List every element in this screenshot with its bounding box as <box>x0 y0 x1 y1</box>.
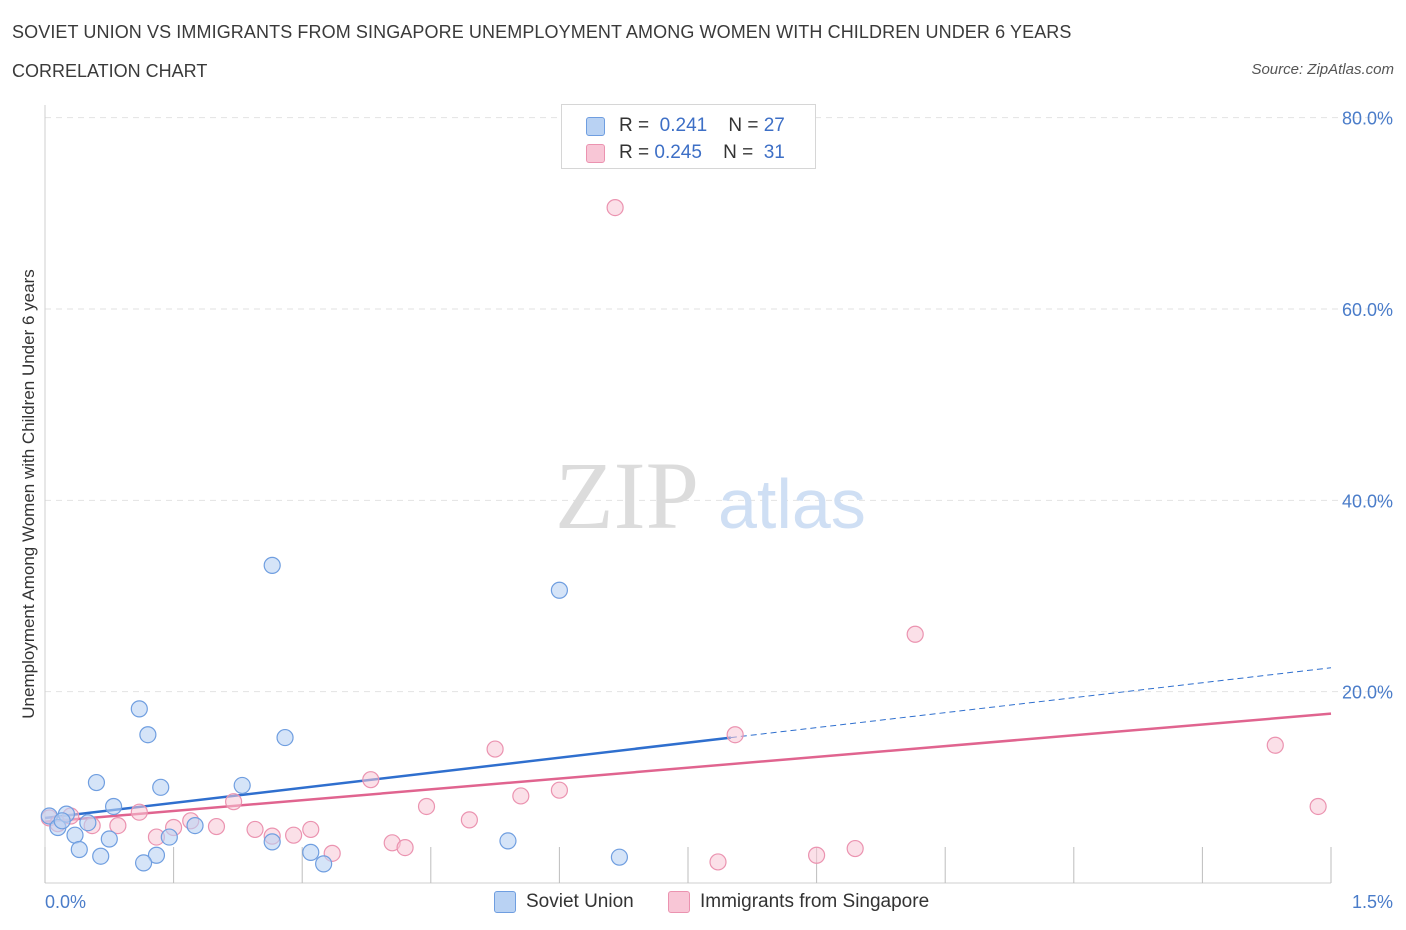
data-point-soviet <box>152 778 170 796</box>
legend-n-value-singapore: 31 <box>763 142 785 163</box>
data-point-singapore <box>207 817 226 836</box>
series-soviet-points <box>40 556 629 873</box>
data-point-singapore <box>709 853 727 871</box>
legend-n-label: N = <box>723 142 754 163</box>
data-point-soviet <box>233 776 251 795</box>
gridlines <box>45 117 1391 693</box>
data-point-soviet <box>79 814 97 832</box>
data-point-soviet <box>139 726 157 744</box>
data-point-soviet <box>315 855 333 873</box>
data-point-singapore <box>302 820 320 839</box>
data-point-singapore <box>550 781 569 799</box>
trend-line-soviet <box>44 736 732 820</box>
data-point-soviet <box>302 843 320 861</box>
bottom-legend-swatch-singapore <box>668 891 690 913</box>
data-point-soviet <box>499 832 517 850</box>
data-point-singapore <box>807 846 826 864</box>
data-point-soviet <box>263 556 281 574</box>
data-point-singapore <box>417 797 436 816</box>
data-point-singapore <box>906 625 924 643</box>
bottom-legend-label-soviet: Soviet Union <box>526 891 634 912</box>
data-point-soviet <box>134 854 153 872</box>
legend-n-value-soviet: 27 <box>763 115 785 136</box>
data-point-soviet <box>130 700 148 718</box>
y-axis-label: Unemployment Among Women with Children U… <box>19 269 38 718</box>
watermark-zip: ZIP <box>555 442 699 549</box>
data-point-soviet <box>92 847 110 865</box>
y-tick-label: 40.0% <box>1342 491 1393 511</box>
legend-row-singapore: R = 0.245 N = 31 <box>586 140 785 166</box>
data-point-singapore <box>606 198 624 217</box>
data-point-singapore <box>362 771 380 789</box>
chart-title: SOVIET UNION VS IMMIGRANTS FROM SINGAPOR… <box>12 22 1072 42</box>
y-tick-label: 60.0% <box>1342 300 1393 320</box>
data-point-soviet <box>276 728 294 747</box>
data-point-singapore <box>225 793 243 811</box>
data-point-singapore <box>109 816 127 835</box>
data-point-singapore <box>246 820 264 839</box>
data-point-singapore <box>846 839 864 858</box>
x-tick-label: 1.5% <box>1352 892 1393 912</box>
bottom-legend-swatch-soviet <box>494 891 516 913</box>
data-point-soviet <box>104 797 123 816</box>
legend-r-label: R = <box>619 142 650 163</box>
data-point-soviet <box>610 848 629 866</box>
trend-lines <box>44 667 1332 824</box>
trend-line-singapore <box>44 712 1332 824</box>
data-point-singapore <box>726 726 744 744</box>
data-point-soviet <box>550 581 569 599</box>
data-point-singapore <box>396 839 414 857</box>
legend-r-value-soviet: 0.241 <box>659 115 708 136</box>
legend-row-soviet: R = 0.241 N = 27 <box>586 113 785 139</box>
legend-n-label: N = <box>728 115 759 136</box>
data-point-soviet <box>160 828 178 846</box>
source-label: Source: ZipAtlas.com <box>1251 61 1394 78</box>
data-point-singapore <box>460 811 478 829</box>
data-point-soviet <box>70 840 88 859</box>
data-point-singapore <box>285 826 303 844</box>
data-point-soviet <box>147 846 166 864</box>
correlation-legend: R = 0.241 N = 27 R = 0.245 N = 31 <box>561 104 816 169</box>
data-point-soviet <box>100 830 118 848</box>
watermark-atlas: atlas <box>718 465 866 543</box>
x-tick-label: 0.0% <box>45 892 86 912</box>
chart-subtitle: CORRELATION CHART <box>12 61 208 81</box>
data-point-singapore <box>1266 736 1284 754</box>
legend-swatch-singapore <box>586 143 605 163</box>
bottom-legend-singapore: Immigrants from Singapore <box>668 889 929 915</box>
bottom-legend-label-singapore: Immigrants from Singapore <box>700 891 930 912</box>
data-point-soviet <box>66 826 84 844</box>
data-point-singapore <box>1309 797 1327 816</box>
axes <box>44 105 1332 884</box>
y-tick-label: 80.0% <box>1342 109 1393 129</box>
legend-r-value-singapore: 0.245 <box>654 142 702 163</box>
data-point-soviet <box>53 812 71 830</box>
legend-swatch-soviet <box>586 116 605 136</box>
trend-line-soviet-extension <box>730 667 1332 739</box>
bottom-legend-soviet: Soviet Union <box>494 889 634 915</box>
data-point-singapore <box>486 740 504 758</box>
data-point-singapore <box>130 803 148 821</box>
data-point-soviet <box>87 773 106 792</box>
y-tick-label: 20.0% <box>1342 683 1393 703</box>
data-point-soviet <box>263 833 281 851</box>
data-point-singapore <box>512 787 530 805</box>
tick-labels: 20.0% 40.0% 60.0% 80.0% 0.0% 1.5% <box>45 109 1393 912</box>
watermark: ZIP atlas <box>555 442 866 549</box>
legend-r-label: R = <box>619 115 650 136</box>
data-point-soviet <box>186 816 204 835</box>
